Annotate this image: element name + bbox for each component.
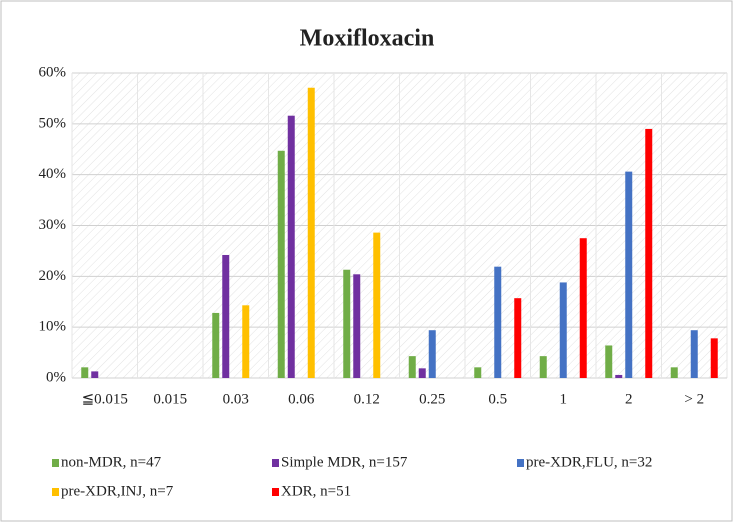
legend-label: XDR, n=51 [281,483,351,499]
x-tick-label: 0.25 [419,391,445,407]
bar [81,367,89,378]
x-tick-label: 0.12 [354,391,380,407]
bar [559,282,567,378]
legend-swatch [272,488,279,496]
chart-title: Moxifloxacin [300,26,435,52]
bar [277,150,285,378]
bar [494,266,502,378]
legend-swatch [517,459,524,467]
bar [343,269,351,378]
x-tick-label: > 2 [684,391,704,407]
y-tick-label: 60% [39,64,67,80]
y-tick-label: 40% [39,166,67,182]
y-tick-label: 30% [39,217,67,233]
legend-label: pre-XDR,FLU, n=32 [526,454,652,470]
bar [690,330,698,378]
y-tick-label: 10% [39,319,67,335]
x-tick-label: ≦0.015 [82,391,128,407]
legend-swatch [272,459,279,467]
bar [474,367,482,378]
bar [615,374,623,378]
y-tick-label: 50% [39,115,67,131]
bar [539,356,547,378]
bar [91,371,99,378]
x-tick-label: 2 [625,391,633,407]
bar [373,232,381,378]
x-tick-label: 0.015 [153,391,187,407]
bar [670,367,678,378]
bar [353,274,361,378]
bar [428,330,436,378]
legend-swatch [52,459,59,467]
x-tick-label: 0.06 [288,391,315,407]
bar [625,171,633,378]
bar [710,338,718,378]
legend-swatch [52,488,59,496]
x-tick-label: 0.03 [223,391,249,407]
y-tick-label: 20% [39,268,67,284]
bar [222,254,230,378]
bar [408,356,416,378]
bar [418,368,426,378]
bar [212,312,220,378]
x-tick-label: 1 [560,391,568,407]
bar [287,115,295,378]
bar [605,345,613,378]
legend-label: non-MDR, n=47 [61,454,162,470]
y-tick-label: 0% [46,369,66,385]
bar [579,238,587,378]
bar [242,305,250,378]
legend-label: pre-XDR,INJ, n=7 [61,483,174,499]
bar [645,128,653,378]
legend-label: Simple MDR, n=157 [281,454,408,470]
bar [514,298,522,378]
x-tick-label: 0.5 [488,391,507,407]
bar [307,87,315,378]
